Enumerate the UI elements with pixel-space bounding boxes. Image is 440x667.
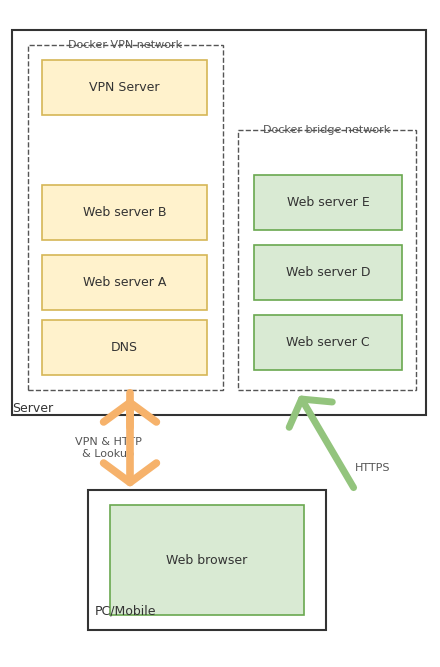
Bar xyxy=(42,320,207,375)
Bar xyxy=(238,130,416,390)
Text: VPN Server: VPN Server xyxy=(89,81,160,94)
Bar xyxy=(42,60,207,115)
Text: VPN & HTTP
& Lookup: VPN & HTTP & Lookup xyxy=(74,437,141,459)
Text: Web server B: Web server B xyxy=(83,206,166,219)
Bar xyxy=(254,245,402,300)
Bar xyxy=(42,255,207,310)
Text: Docker bridge network: Docker bridge network xyxy=(264,125,391,135)
Bar xyxy=(110,505,304,615)
Bar xyxy=(42,185,207,240)
Bar xyxy=(88,490,326,630)
Bar xyxy=(28,45,223,390)
Text: PC/Mobile: PC/Mobile xyxy=(95,605,157,618)
Bar xyxy=(254,315,402,370)
Text: HTTPS: HTTPS xyxy=(355,463,391,473)
Text: DNS: DNS xyxy=(111,341,138,354)
Text: Web server E: Web server E xyxy=(286,196,369,209)
Text: Docker VPN network: Docker VPN network xyxy=(68,40,182,50)
Text: Web server D: Web server D xyxy=(286,266,370,279)
Text: Web server A: Web server A xyxy=(83,276,166,289)
Text: Web browser: Web browser xyxy=(166,554,248,566)
Bar xyxy=(254,175,402,230)
Bar xyxy=(12,30,426,415)
Text: Web server C: Web server C xyxy=(286,336,370,349)
Text: Server: Server xyxy=(12,402,53,415)
